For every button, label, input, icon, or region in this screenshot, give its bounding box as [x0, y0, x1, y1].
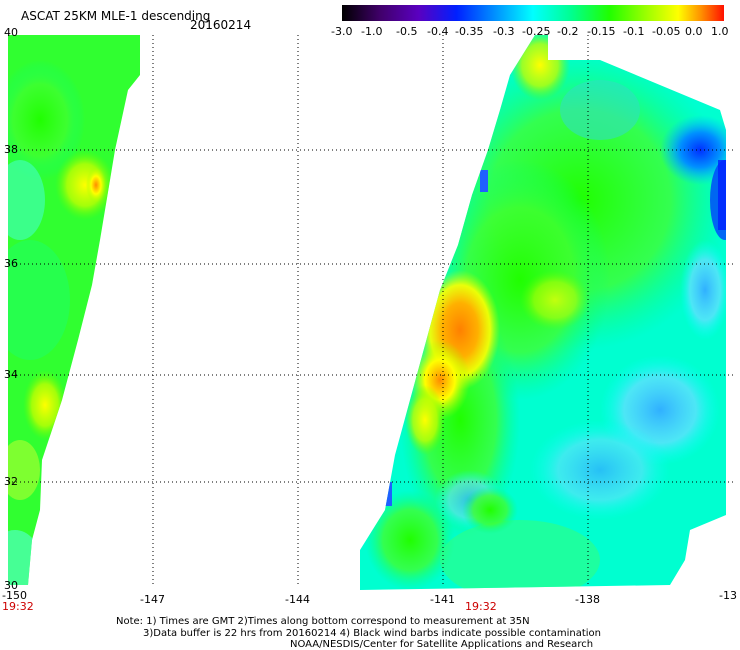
- time-label: 19:32: [465, 600, 497, 613]
- lon-label: -141: [430, 593, 455, 606]
- time-label: 19:32: [2, 600, 34, 613]
- colorbar-label: -3.0: [331, 25, 353, 38]
- colorbar-label: -0.15: [587, 25, 616, 38]
- colorbar-label: -0.3: [493, 25, 515, 38]
- lat-label: 40: [4, 26, 18, 39]
- colorbar-label: -0.2: [557, 25, 579, 38]
- lat-label: 30: [4, 579, 18, 592]
- colorbar-label: -0.4: [427, 25, 449, 38]
- colorbar-label: -0.1: [623, 25, 645, 38]
- colorbar-label: -0.35: [455, 25, 484, 38]
- map-title: ASCAT 25KM MLE-1 descending: [21, 9, 211, 23]
- lat-lon-grid: [8, 35, 736, 587]
- colorbar-label: -0.25: [522, 25, 551, 38]
- colorbar-label: 0.0: [685, 25, 703, 38]
- left-swath: [8, 35, 140, 585]
- right-swath: [360, 35, 726, 590]
- lat-label: 38: [4, 143, 18, 156]
- colorbar-label: -1.0: [361, 25, 383, 38]
- lon-label: -150: [2, 589, 27, 602]
- colorbar-label: -0.05: [652, 25, 681, 38]
- lat-label: 32: [4, 475, 18, 488]
- lat-label: 36: [4, 257, 18, 270]
- lon-label: -138: [575, 593, 600, 606]
- lat-label: 34: [4, 368, 18, 381]
- lon-label: -147: [140, 593, 165, 606]
- map-date: 20160214: [190, 18, 252, 32]
- colorbar: [342, 5, 724, 21]
- colorbar-label: 1.0: [711, 25, 729, 38]
- note-line-1: Note: 1) Times are GMT 2)Times along bot…: [116, 616, 530, 627]
- colorbar-label: -0.5: [396, 25, 418, 38]
- lon-label: -144: [285, 593, 310, 606]
- note-line-3: NOAA/NESDIS/Center for Satellite Applica…: [290, 639, 594, 650]
- lon-label: -13: [719, 589, 737, 602]
- note-line-2: 3)Data buffer is 22 hrs from 20160214 4)…: [143, 628, 601, 639]
